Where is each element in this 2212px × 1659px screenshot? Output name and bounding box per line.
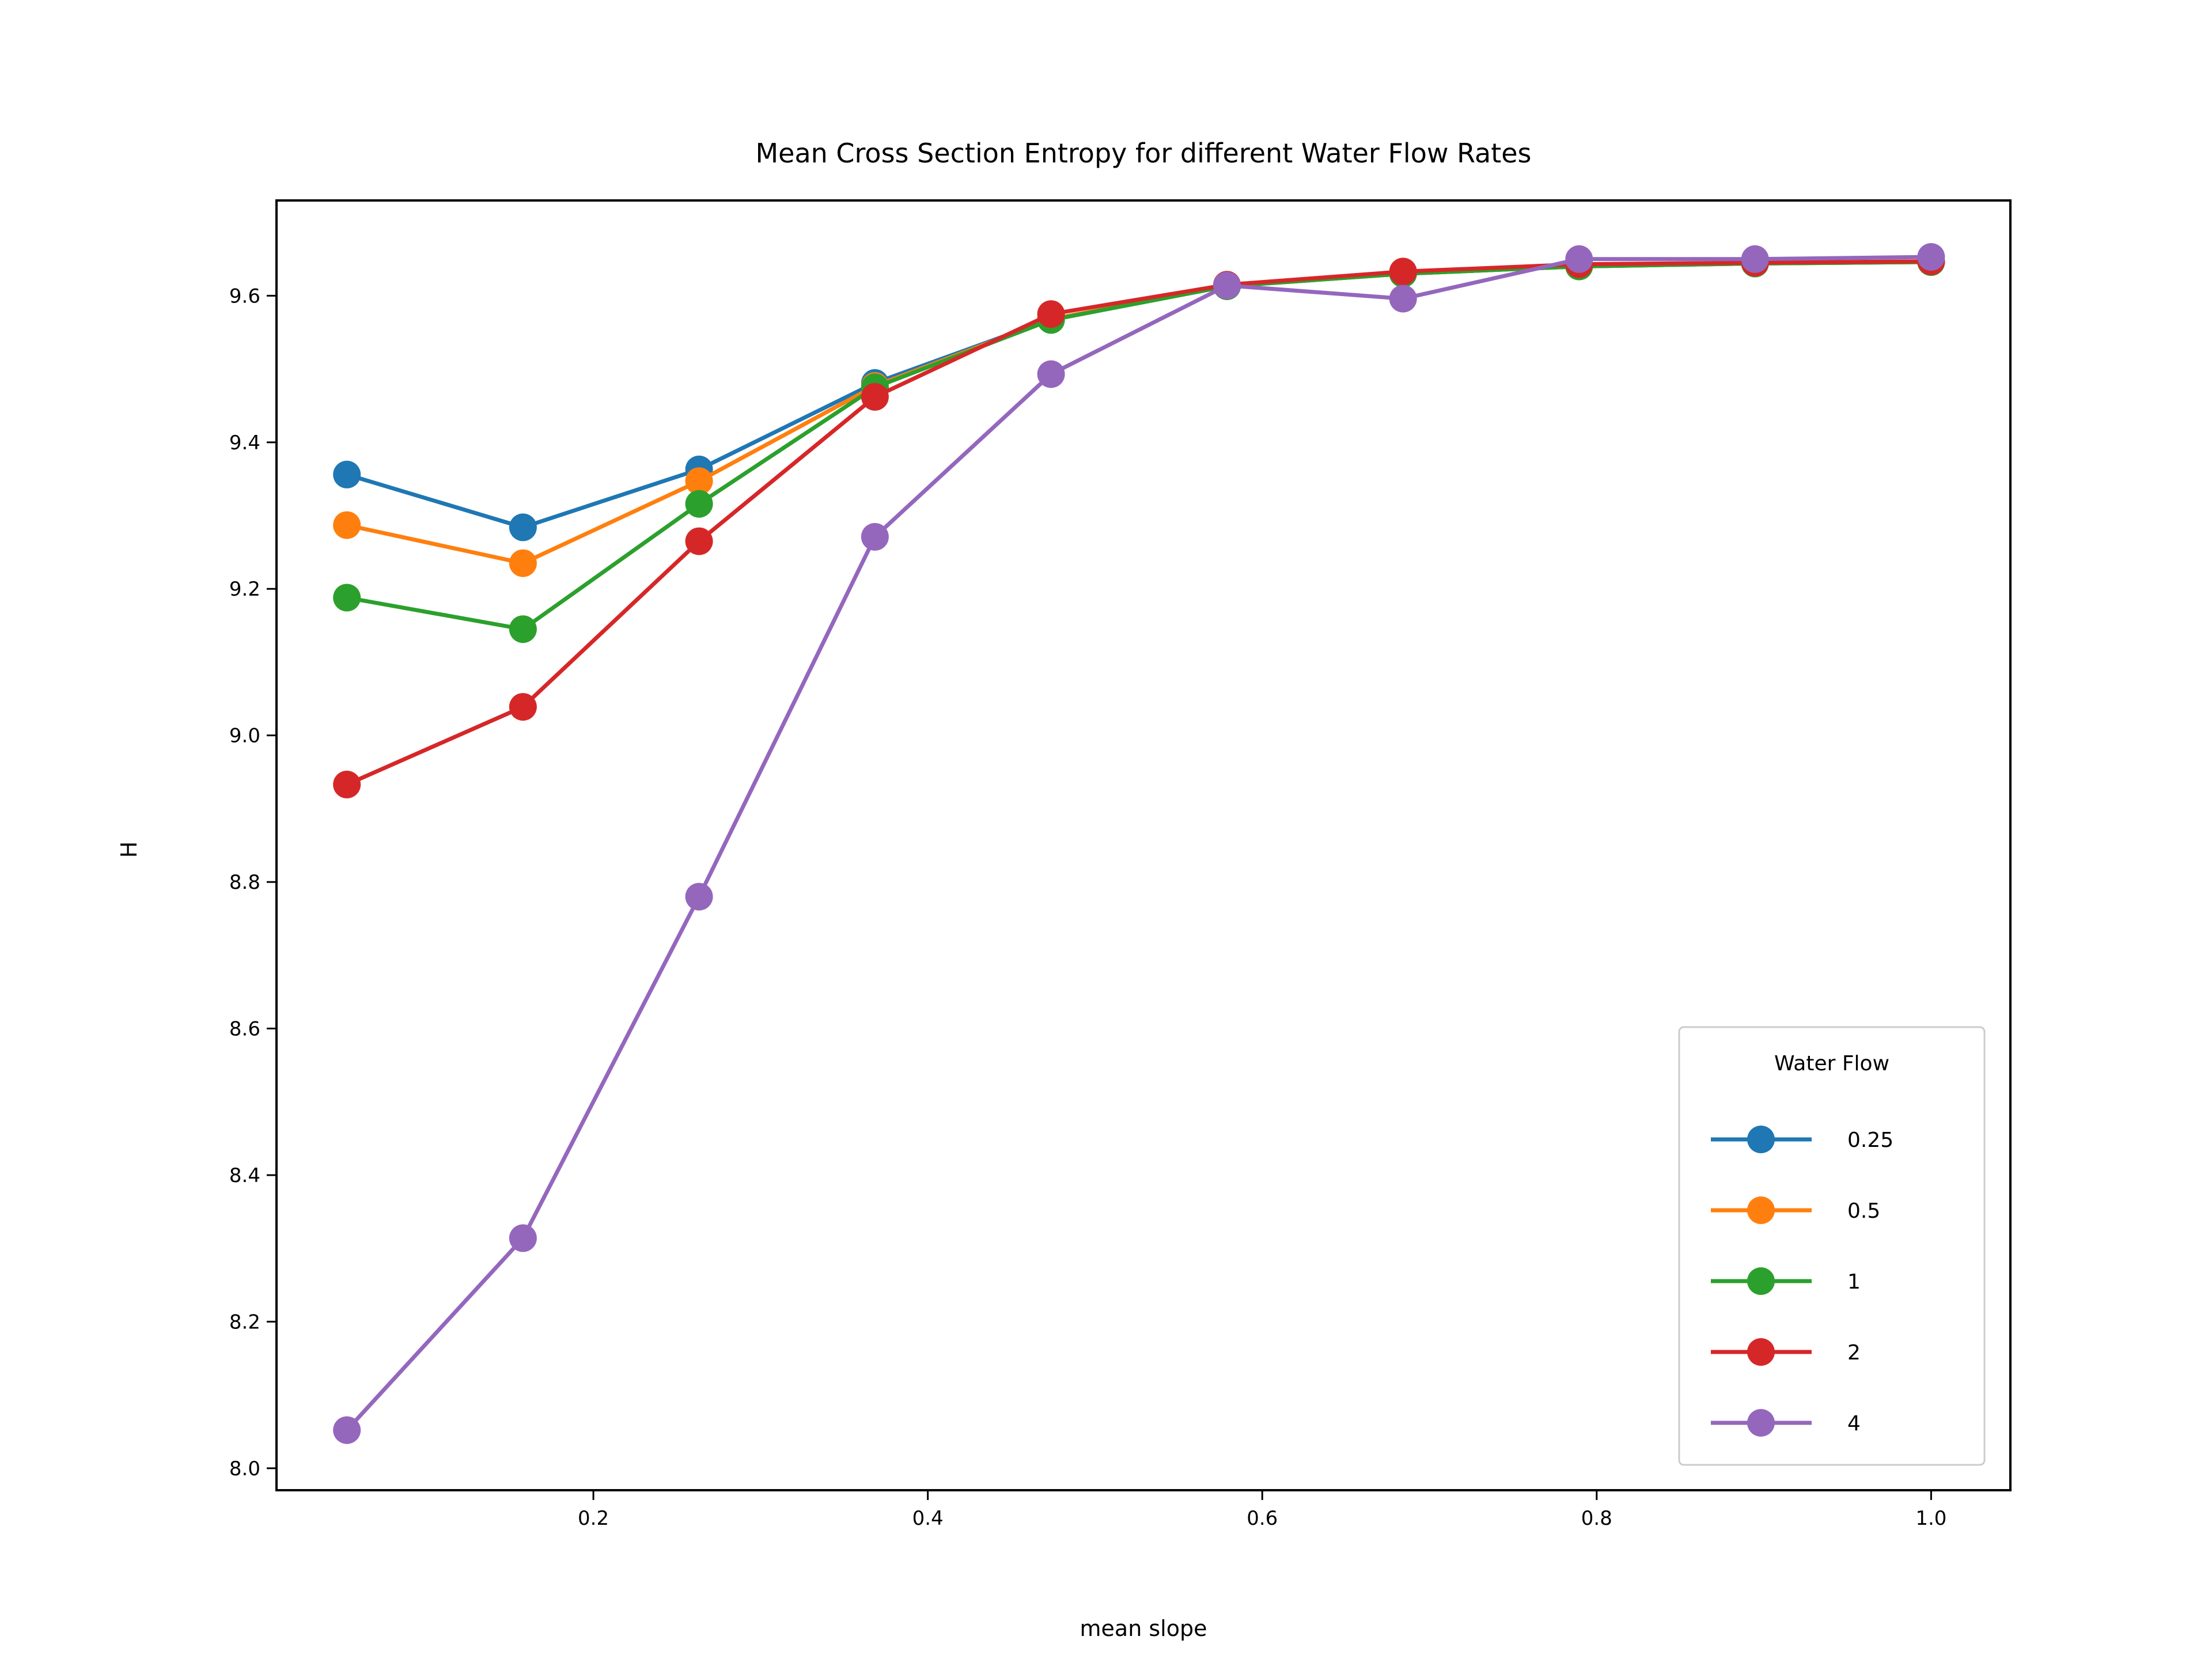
data-point [861,522,889,551]
data-point [333,584,361,612]
data-point [685,467,713,495]
y-tick-label: 9.6 [229,285,260,308]
legend-label: 4 [1847,1412,1861,1435]
data-point [333,1416,361,1444]
data-point [685,527,713,555]
data-point [509,513,537,541]
legend-label: 2 [1847,1341,1861,1365]
data-point [1213,271,1241,300]
axes-frame [275,199,2012,1491]
x-tick-label: 0.2 [578,1507,609,1530]
x-tick-label: 0.6 [1247,1507,1278,1530]
legend-entry-0.5: 0.5 [1711,1196,1880,1224]
legend-label: 0.25 [1847,1128,1893,1152]
data-point [1741,245,1769,273]
y-tick-label: 9.0 [229,725,260,748]
legend-entry-2: 2 [1711,1338,1861,1366]
x-tick-label: 0.4 [912,1507,944,1530]
x-axis-title: mean slope [1080,1616,1207,1641]
data-point [509,1224,537,1252]
y-tick-label: 8.6 [229,1018,260,1041]
data-point [1917,243,1945,271]
series-line-4 [344,255,1933,1433]
legend-entry-1: 1 [1711,1267,1861,1295]
data-point [861,382,889,411]
y-tick-label: 8.4 [229,1164,260,1187]
legend-marker [1747,1126,1775,1153]
y-tick-label: 9.4 [229,431,260,454]
legend-box [1678,1026,1986,1466]
chart-title: Mean Cross Section Entropy for different… [755,138,1531,169]
data-point [333,770,361,798]
data-point [509,549,537,577]
data-point [685,490,713,518]
y-axis-title: H [116,842,142,858]
x-tick-label: 0.8 [1581,1507,1612,1530]
data-point [333,511,361,539]
series-line-2 [344,259,1933,787]
y-tick-label: 9.2 [229,578,260,601]
data-point [1389,285,1417,313]
y-tick-label: 8.8 [229,871,260,894]
data-point [1037,360,1065,388]
legend-entry-0.25: 0.25 [1711,1126,1893,1153]
data-point [1565,245,1593,273]
legend-label: 1 [1847,1270,1861,1294]
y-tick-label: 8.0 [229,1457,260,1480]
data-point [1389,257,1417,286]
data-point [333,460,361,488]
legend-title: Water Flow [1774,1052,1889,1075]
series-4 [333,243,1945,1444]
legend-marker [1747,1196,1775,1224]
legend-marker [1747,1267,1775,1295]
x-tick-label: 1.0 [1915,1507,1946,1530]
data-point [1037,300,1065,328]
data-point [509,693,537,721]
legend: Water Flow 0.25 0.5 1 2 4 [1678,1026,1986,1466]
legend-marker [1747,1338,1775,1366]
data-point [685,882,713,911]
legend-label: 0.5 [1847,1199,1880,1223]
data-point [509,615,537,643]
y-tick-label: 8.2 [229,1310,260,1334]
legend-entry-4: 4 [1711,1409,1861,1437]
legend-marker [1747,1409,1775,1437]
